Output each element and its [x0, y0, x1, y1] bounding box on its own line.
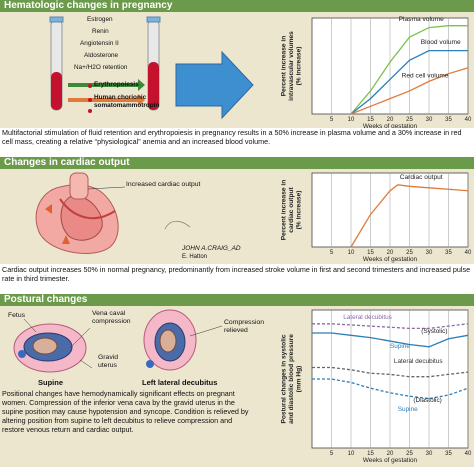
- series-label-lateral-diastolic: Lateral decubitus: [394, 358, 443, 365]
- supine-label: Supine: [38, 378, 64, 387]
- x-tick-label: 15: [367, 250, 374, 256]
- postural-caption: Positional changes have hemodynamically …: [2, 389, 249, 434]
- series-line-1: [350, 49, 468, 115]
- x-tick-label: 25: [406, 250, 413, 256]
- x-tick-label: 5: [330, 451, 334, 457]
- compression-relieved-label-1: Compression: [224, 319, 265, 326]
- postural-illustration: [13, 309, 223, 373]
- series-label-redcell: Red cell volume: [402, 73, 449, 80]
- factor-estrogen: Estrogen: [87, 16, 113, 23]
- y-axis-label: Percent increase inintravascular volumes…: [281, 31, 303, 101]
- series-label-supine-diastolic: Supine: [398, 406, 418, 413]
- x-tick-label: 25: [406, 451, 413, 457]
- x-tick-label: 10: [348, 451, 355, 457]
- factor-aldosterone: Aldosterone: [84, 52, 119, 59]
- x-axis-label: Weeks of gestation: [363, 457, 418, 464]
- factor-erythropoiesis: Erythropoiesis: [94, 81, 139, 88]
- section-title-postural: Postural changes: [0, 294, 474, 306]
- chart-blood-volumes: 5 10 15 20 25 30 35 40 Weeks of gestation Percent…: [281, 16, 472, 128]
- hematologic-illustration: [49, 16, 254, 120]
- x-tick-label: 20: [387, 117, 394, 123]
- factor-hcs-2: somatomammotropin: [94, 102, 160, 109]
- left-lateral-label: Left lateral decubitus: [142, 378, 218, 387]
- series-label-supine-systolic: Supine: [390, 343, 410, 350]
- series-line-2: [312, 366, 469, 378]
- y-axis-label: Postural changes in systolicand diastoli…: [281, 334, 303, 424]
- x-tick-label: 15: [367, 117, 374, 123]
- series-line-0: [350, 25, 468, 115]
- series-label-lateral-systolic: Lateral decubitus: [343, 314, 392, 321]
- x-tick-label: 30: [426, 250, 433, 256]
- x-tick-label: 10: [348, 250, 355, 256]
- x-tick-label: 35: [445, 250, 452, 256]
- cardiac-caption: Cardiac output increases 50% in normal p…: [2, 265, 471, 283]
- factor-hcs-1: Human chorionic: [94, 94, 147, 101]
- increased-cardiac-output-label: Increased cardiac output: [126, 181, 201, 188]
- x-tick-label: 15: [367, 451, 374, 457]
- annotation-diastolic: (Diastolic): [413, 397, 441, 404]
- gravid-label: Gravid: [98, 354, 119, 361]
- compression-relieved-label-2: relieved: [224, 327, 248, 334]
- x-tick-label: 40: [465, 117, 472, 123]
- x-tick-label: 35: [445, 451, 452, 457]
- green-arrow: [68, 79, 145, 91]
- hematologic-caption: Multifactorial stimulation of fluid rete…: [2, 128, 462, 146]
- heart-illustration: [35, 172, 191, 254]
- x-tick-label: 5: [330, 117, 334, 123]
- vena-caval-label: Vena caval: [92, 310, 126, 317]
- x-tick-label: 40: [465, 250, 472, 256]
- y-axis-label: Percent increase incardiac output(% incr…: [281, 180, 303, 240]
- x-tick-label: 10: [348, 117, 355, 123]
- x-tick-label: 35: [445, 117, 452, 123]
- fetus-label: Fetus: [8, 312, 25, 319]
- factor-angiotensin: Angiotensin II: [80, 40, 119, 47]
- chart-cardiac-output: 5 10 15 20 25 30 35 40 Weeks of gestation Percent…: [281, 172, 472, 263]
- x-axis-label: Weeks of gestation: [363, 256, 418, 263]
- series-line-1: [312, 332, 469, 348]
- series-line-3: [312, 378, 469, 400]
- big-arrow: [175, 50, 254, 120]
- artist-signature-2: E. Hatton: [182, 254, 208, 260]
- aorta: [69, 172, 89, 200]
- series-line-2: [350, 67, 469, 115]
- x-tick-label: 20: [387, 250, 394, 256]
- x-tick-label: 5: [330, 250, 334, 256]
- section-title-cardiac: Changes in cardiac output: [0, 157, 474, 169]
- factor-na-h2o: Na+/H2O retention: [74, 64, 128, 71]
- section-title-hematologic: Hematologic changes in pregnancy: [0, 0, 474, 12]
- series-label-blood: Blood volume: [421, 39, 461, 46]
- x-tick-label: 30: [426, 117, 433, 123]
- factor-renin: Renin: [92, 28, 109, 35]
- series-line-0: [312, 323, 469, 330]
- uterus-label: uterus: [98, 362, 117, 369]
- artist-signature: JOHN A.CRAIG_AD: [182, 245, 241, 252]
- x-tick-label: 40: [465, 451, 472, 457]
- chart-blood-pressure: 5 10 15 20 25 30 35 40 Weeks of gestation Postura…: [281, 309, 472, 464]
- x-tick-label: 30: [426, 451, 433, 457]
- annotation-systolic: (Systolic): [421, 328, 447, 335]
- series-line-0: [350, 184, 469, 248]
- series-label-plasma: Plasma volume: [399, 16, 444, 23]
- x-tick-label: 25: [406, 117, 413, 123]
- x-axis-label: Weeks of gestation: [363, 123, 418, 128]
- orange-arrow: [68, 94, 145, 106]
- compression-label: compression: [92, 318, 131, 325]
- x-tick-label: 20: [387, 451, 394, 457]
- series-label-cardiac: Cardiac output: [400, 174, 443, 181]
